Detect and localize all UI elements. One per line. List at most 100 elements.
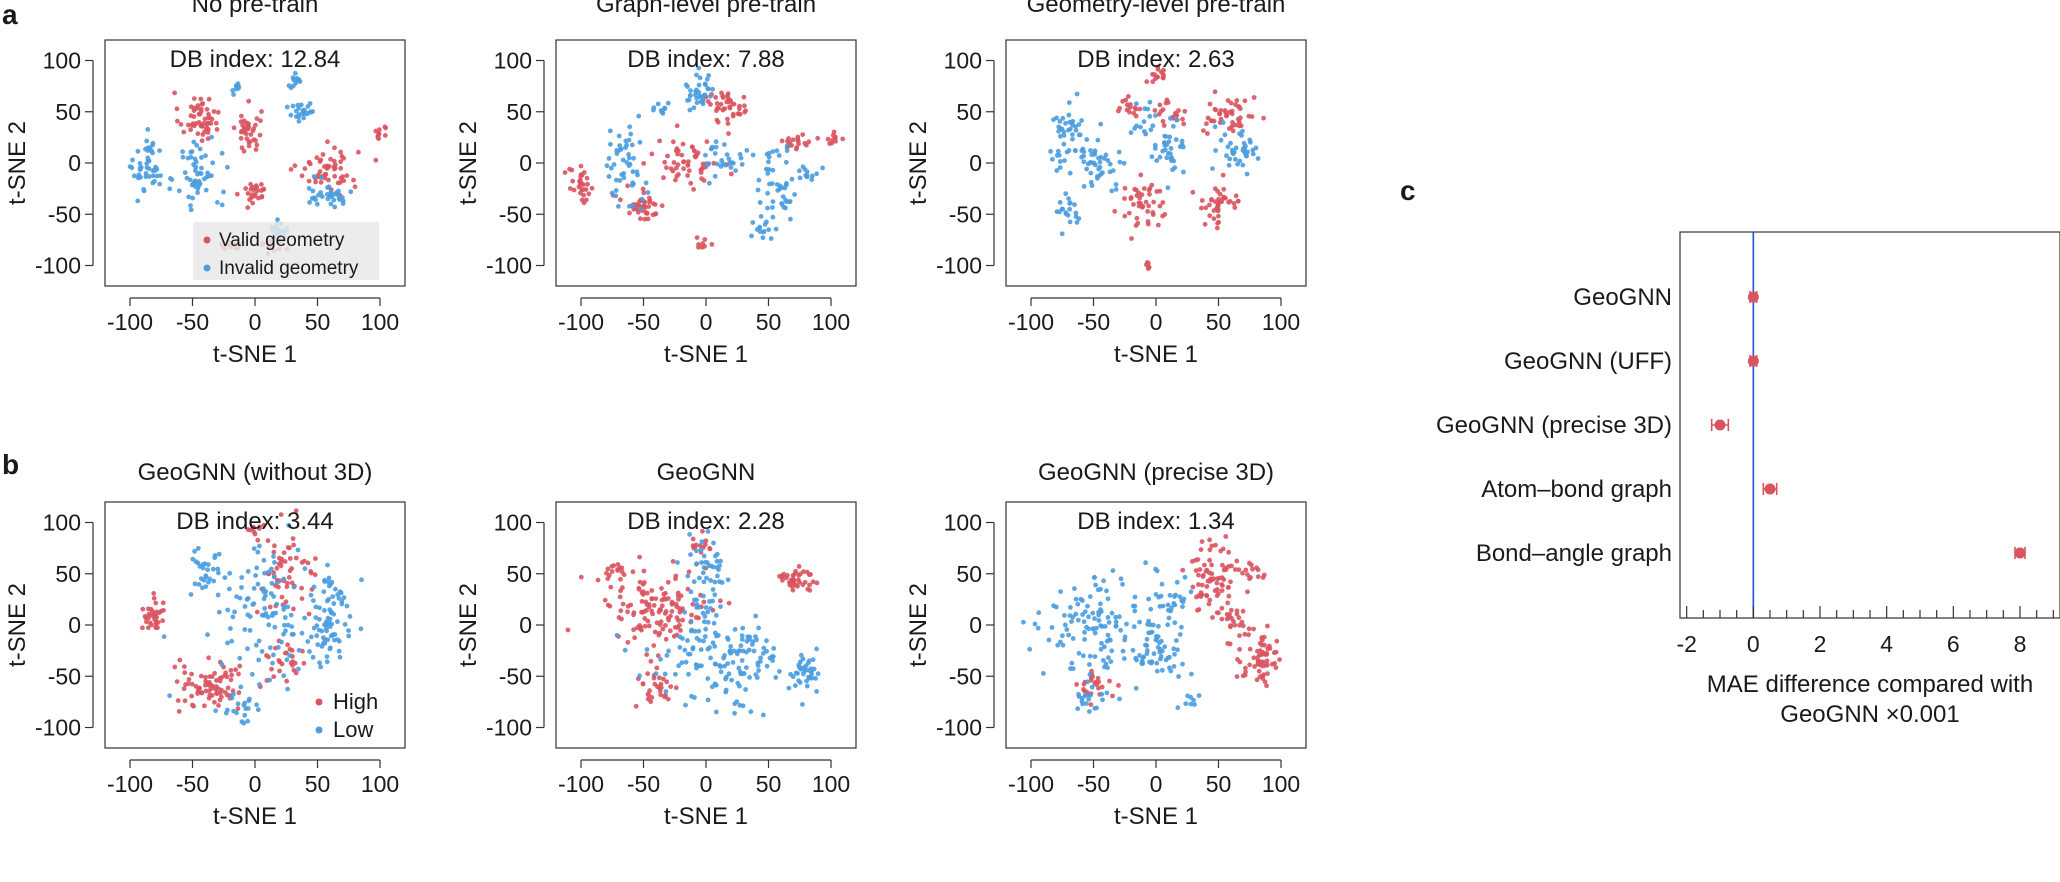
data-point-red [1145,209,1150,214]
data-point-red [284,584,290,590]
data-point-red [322,172,328,177]
data-point-red [668,613,673,619]
db-index-annotation: DB index: 1.34 [1077,508,1234,535]
data-point-red [175,698,181,703]
data-point-red [718,598,723,604]
data-point-blue [1048,149,1053,154]
data-point-blue [768,236,774,241]
points-group [562,65,846,250]
data-point-red [1161,67,1166,73]
data-point-blue [1085,679,1090,685]
data-point-blue [1068,605,1073,610]
data-point-red [1259,652,1265,657]
data-point-red [703,538,709,544]
data-point-blue [138,174,144,180]
data-point-red [1206,601,1212,607]
data-point-blue [256,657,262,663]
data-point-blue [329,579,335,585]
data-point-red [691,187,696,192]
data-point-blue [664,653,670,658]
data-point-blue [281,576,287,582]
data-point-blue [1027,646,1033,652]
data-point-blue [1183,701,1189,707]
x-tick-label: 50 [756,771,782,797]
data-point-red [1259,635,1265,640]
data-point-red [216,703,221,708]
data-point-blue [1049,625,1055,630]
data-point-blue [326,575,332,581]
data-point-red [796,564,802,569]
x-tick-label: 50 [1206,771,1232,797]
data-point-red [618,608,624,614]
data-point-blue [317,616,322,622]
data-point-red [151,595,157,601]
data-point-red [718,101,724,107]
data-point-blue [725,637,731,642]
data-point-blue [700,610,706,616]
data-point-blue [703,605,709,610]
data-point-blue [1098,601,1103,607]
data-point-red [191,108,197,113]
data-point-blue [1074,91,1080,97]
data-point-blue [760,235,766,241]
data-point-blue [766,167,772,172]
data-point-red [1092,681,1098,686]
data-point-red [586,191,592,197]
data-point-blue [1089,684,1095,690]
chart-title: GeoGNN (without 3D) [138,459,373,486]
data-point-blue [272,624,278,630]
data-point-blue [801,671,806,677]
data-point-red [299,585,304,591]
data-point-blue [783,182,789,188]
legend-label: Invalid geometry [219,258,359,279]
data-point-blue [1153,113,1158,118]
data-point-red [1209,197,1214,202]
y-tick-label: 50 [55,561,81,587]
data-point-red [662,694,667,700]
data-point-red [621,572,627,578]
data-point-blue [1132,594,1138,600]
data-point-red [245,205,251,211]
data-point-red [1264,658,1270,664]
data-point-blue [144,138,150,144]
data-point-blue [1088,692,1093,698]
data-point-blue [1063,210,1069,216]
panel-label-b: b [2,449,19,480]
data-point-red [1146,264,1152,270]
data-point-blue [1168,156,1174,161]
x-tick-label: 0 [1747,631,1760,657]
data-point-blue [1153,566,1158,572]
data-point-blue [328,194,334,200]
x-tick-label: 50 [305,309,331,335]
data-point-blue [728,165,734,170]
data-point-blue [627,124,633,130]
data-point-blue [1095,587,1101,593]
data-point-red [654,620,660,626]
data-point-blue [770,167,776,173]
data-point-blue [245,646,250,652]
data-point-blue [317,605,322,611]
data-point-red [674,123,680,129]
data-point-blue [271,652,276,658]
data-point-red [1247,576,1252,582]
data-point-red [802,140,808,146]
y-tick-label: -50 [949,663,982,689]
data-point-red [661,596,667,601]
data-point-red [282,559,288,564]
data-point-red [299,173,305,179]
data-point-blue [1088,148,1093,153]
data-point-blue [637,139,643,145]
data-point-red [649,588,655,593]
data-point-blue [1113,187,1119,192]
data-point-red [674,615,680,620]
data-point-red [625,609,630,615]
data-point-red [151,591,157,596]
data-point-red [635,209,641,215]
x-tick-label: 0 [700,771,713,797]
data-point-red [252,531,258,537]
data-point-red [1196,582,1201,587]
data-point-blue [711,620,717,626]
data-point-blue [703,559,708,565]
data-point-red [1147,191,1152,197]
